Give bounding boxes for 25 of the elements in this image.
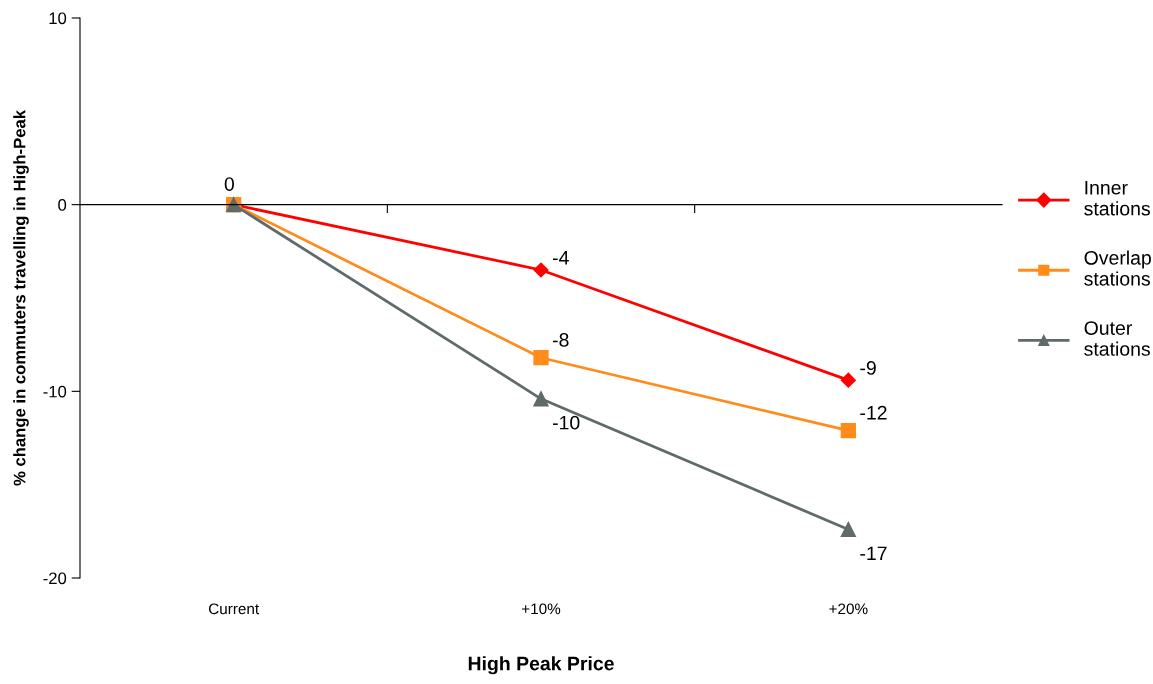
y-axis-title: % change in commuters travelling in High-Peak <box>13 109 29 486</box>
data-label: -10 <box>552 415 580 430</box>
data-label: -4 <box>552 251 569 265</box>
x-tick-label: +10% <box>522 603 561 615</box>
legend-label: Outer stations <box>1084 321 1150 356</box>
data-label: 0 <box>224 177 234 191</box>
point <box>840 372 856 388</box>
data-label: -8 <box>552 333 569 347</box>
data-label: -12 <box>860 405 887 420</box>
x-tick-label: +20% <box>829 603 868 615</box>
point <box>840 422 856 439</box>
x-tick-label: Current <box>208 603 260 615</box>
legend-label: Inner stations <box>1084 181 1150 216</box>
data-label: -9 <box>860 361 876 375</box>
point <box>533 391 549 407</box>
y-tick-label: 0 <box>58 199 67 211</box>
x-axis-title: High Peak Price <box>468 656 614 675</box>
point <box>533 262 549 278</box>
y-tick-label: -20 <box>43 572 67 585</box>
legend-label: Overlap stations <box>1084 250 1151 286</box>
point <box>840 521 856 538</box>
data-label: -17 <box>860 546 887 561</box>
y-tick-label: -10 <box>43 385 67 398</box>
point <box>533 350 549 366</box>
y-tick-label: 10 <box>49 12 67 25</box>
